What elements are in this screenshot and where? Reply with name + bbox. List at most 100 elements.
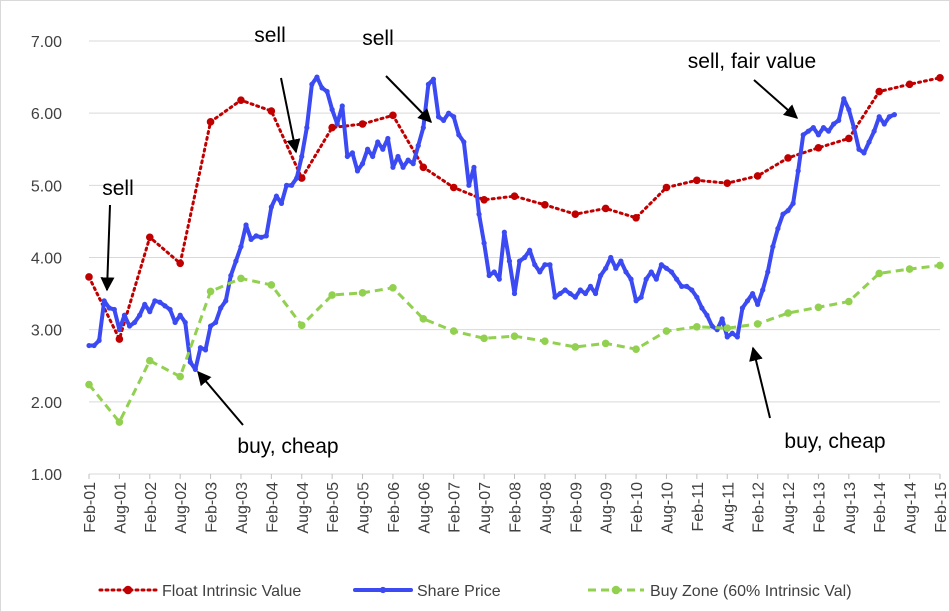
- x-tick-label: Aug-05: [356, 482, 373, 534]
- series-group: [85, 74, 944, 426]
- point: [218, 305, 224, 311]
- point: [248, 236, 254, 243]
- point: [354, 168, 361, 174]
- point: [506, 258, 513, 264]
- point: [694, 294, 700, 300]
- legend-marker: [379, 586, 387, 594]
- point: [861, 150, 867, 156]
- x-tick-label: Feb-10: [629, 482, 646, 533]
- point: [592, 290, 599, 297]
- x-tick-label: Feb-11: [690, 482, 707, 532]
- x-tick-label: Feb-01: [82, 482, 99, 533]
- point: [633, 298, 639, 304]
- point: [85, 273, 93, 281]
- x-tick-label: Aug-09: [599, 482, 616, 534]
- series-line: [87, 75, 897, 372]
- point: [875, 87, 884, 96]
- point: [486, 272, 492, 279]
- point: [648, 269, 654, 275]
- point: [673, 276, 680, 282]
- point: [365, 146, 371, 152]
- point: [415, 143, 421, 149]
- point: [121, 312, 128, 318]
- point: [177, 312, 183, 318]
- point: [587, 283, 594, 289]
- point: [567, 290, 573, 297]
- point: [739, 305, 746, 311]
- y-tick-label: 5.00: [31, 178, 62, 195]
- point: [451, 114, 457, 120]
- arrow: [749, 346, 771, 419]
- x-tick-label: Aug-02: [173, 482, 190, 534]
- point: [263, 233, 269, 239]
- point: [309, 81, 315, 87]
- point: [207, 323, 214, 329]
- point: [689, 287, 695, 293]
- point: [704, 312, 710, 318]
- arrow: [385, 75, 432, 124]
- point: [770, 244, 776, 250]
- point: [684, 283, 690, 289]
- point: [319, 85, 325, 91]
- point: [936, 74, 944, 82]
- point: [753, 320, 762, 328]
- point: [389, 111, 397, 120]
- point: [206, 118, 215, 126]
- point: [449, 327, 458, 335]
- point: [501, 229, 507, 235]
- point: [562, 287, 568, 293]
- point: [86, 342, 92, 349]
- point: [851, 125, 857, 131]
- arrow: [197, 370, 244, 426]
- point: [755, 301, 761, 308]
- point: [658, 262, 664, 268]
- point: [668, 269, 675, 275]
- point: [267, 281, 276, 289]
- point: [886, 114, 892, 120]
- point: [831, 121, 837, 127]
- point: [304, 125, 310, 131]
- point: [780, 211, 786, 217]
- point: [723, 324, 732, 333]
- point: [709, 323, 715, 329]
- point: [638, 294, 644, 300]
- point: [115, 335, 124, 343]
- point: [723, 179, 732, 187]
- point: [643, 276, 649, 282]
- point: [729, 330, 735, 336]
- grid: 1.00 2.00 3.00 4.00 5.00 6.00 7.00 Feb-01 Aug-01…: [31, 34, 950, 534]
- y-tick-label: 1.00: [31, 467, 62, 484]
- point: [116, 327, 122, 333]
- point: [693, 176, 701, 185]
- point: [349, 150, 356, 156]
- point: [385, 135, 391, 142]
- point: [375, 139, 381, 145]
- point: [613, 265, 619, 271]
- point: [810, 125, 816, 131]
- point: [527, 247, 533, 253]
- x-tick-label: Feb-08: [508, 482, 525, 533]
- point: [370, 153, 376, 160]
- point: [603, 265, 609, 271]
- point: [632, 345, 640, 353]
- point: [339, 103, 345, 109]
- x-tick-label: Aug-10: [659, 482, 676, 534]
- point: [724, 334, 730, 340]
- point: [790, 200, 796, 206]
- point: [856, 146, 862, 152]
- point: [223, 298, 229, 304]
- point: [481, 240, 487, 246]
- point: [253, 233, 259, 239]
- point: [461, 139, 467, 145]
- x-tick-label: Aug-11: [720, 482, 737, 533]
- annotation: buy, cheap: [237, 435, 338, 458]
- point: [552, 294, 558, 300]
- point: [202, 347, 209, 353]
- point: [297, 321, 306, 330]
- point: [491, 269, 497, 275]
- point: [881, 121, 887, 127]
- point: [693, 322, 701, 331]
- point: [111, 306, 117, 313]
- point: [618, 258, 624, 264]
